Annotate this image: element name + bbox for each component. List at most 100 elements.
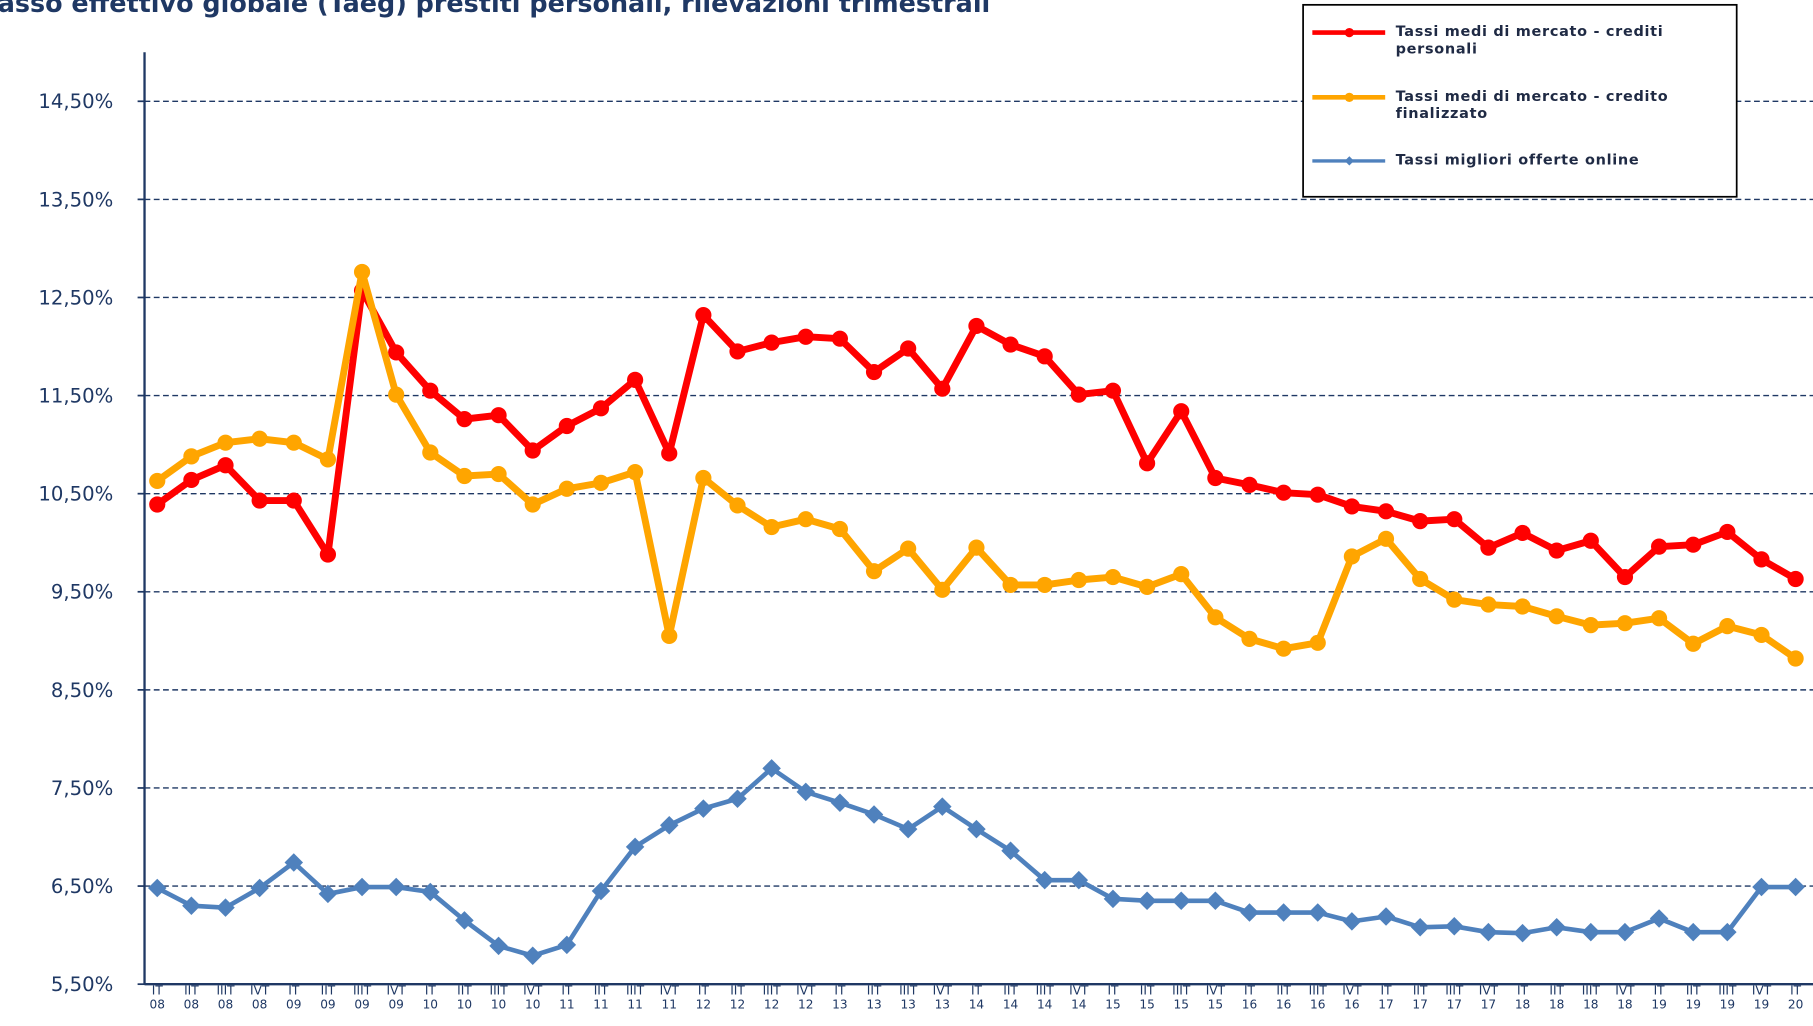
marker [1685, 536, 1702, 553]
x-tick-label: IT 20 [1788, 984, 1803, 1012]
marker [661, 445, 678, 462]
marker [934, 581, 951, 598]
marker [1207, 469, 1224, 487]
marker [1274, 903, 1293, 922]
x-tick-label: IIT 17 [1412, 984, 1428, 1012]
marker [728, 789, 747, 809]
x-tick-label: IIT 13 [866, 984, 882, 1012]
x-tick-label: IIIT 18 [1582, 984, 1601, 1012]
marker [763, 334, 780, 351]
marker [1002, 576, 1019, 594]
marker [934, 380, 951, 397]
y-tick-label: 12,50% [38, 286, 113, 309]
marker [865, 363, 883, 381]
marker [1070, 386, 1087, 403]
x-tick-label: IIIT 10 [490, 984, 509, 1012]
y-tick-label: 14,50% [38, 90, 113, 113]
marker [1412, 513, 1429, 530]
x-tick-label: IT 18 [1515, 984, 1530, 1012]
x-tick-label: IVT 08 [250, 984, 270, 1012]
x-tick-label: IIT 10 [457, 984, 473, 1012]
x-tick-label: IIT 18 [1549, 984, 1565, 1012]
marker [1718, 922, 1737, 942]
x-tick-label: IT 10 [423, 984, 438, 1012]
marker [149, 472, 166, 490]
marker [830, 793, 850, 812]
marker [1036, 348, 1053, 365]
marker [1002, 336, 1019, 353]
marker [1547, 918, 1566, 937]
marker [285, 434, 302, 451]
x-tick-label: IIIT 17 [1445, 984, 1464, 1012]
marker [695, 469, 712, 487]
marker [251, 492, 268, 509]
x-tick-label: IIIT 08 [216, 984, 235, 1012]
marker [1275, 640, 1292, 657]
marker [1650, 538, 1668, 555]
y-tick-label: 6,50% [51, 875, 113, 898]
x-tick-label: IVT 13 [933, 984, 953, 1012]
marker [216, 898, 235, 917]
marker [388, 386, 405, 403]
marker [1171, 891, 1191, 911]
x-tick-label: IVT 09 [387, 984, 407, 1012]
marker [1138, 455, 1156, 472]
x-tick-label: IVT 10 [523, 984, 543, 1012]
y-tick-label: 13,50% [38, 188, 113, 211]
legend-label: Tassi medi di mercato - crediti personal… [1395, 22, 1664, 57]
marker [490, 465, 507, 483]
marker [1514, 598, 1531, 615]
marker [763, 518, 780, 536]
marker [1649, 909, 1669, 928]
x-tick-label: IVT 18 [1615, 984, 1635, 1012]
marker [456, 467, 473, 485]
marker [456, 411, 473, 428]
marker [352, 877, 372, 897]
marker [1173, 403, 1190, 420]
chart-title: asso effettivo globale (Taeg) prestiti p… [0, 0, 990, 18]
marker [319, 451, 337, 468]
marker [1479, 922, 1498, 942]
marker [1069, 870, 1089, 890]
marker [1514, 524, 1531, 542]
marker [1445, 917, 1464, 936]
marker [1343, 548, 1360, 565]
marker [1787, 650, 1804, 667]
marker [1001, 841, 1020, 861]
marker [557, 935, 577, 955]
marker [353, 263, 371, 281]
marker [900, 540, 917, 557]
marker [1548, 608, 1565, 625]
marker [217, 457, 234, 474]
marker [1241, 476, 1258, 493]
legend-item: Tassi migliori offerte online [1395, 150, 1640, 168]
marker [1513, 923, 1532, 943]
y-tick-label: 9,50% [51, 581, 113, 604]
marker [591, 881, 611, 901]
marker [422, 444, 439, 461]
x-tick-label: IT 14 [969, 984, 985, 1012]
marker [1582, 532, 1599, 549]
marker [627, 464, 644, 481]
marker [489, 936, 508, 956]
x-tick-label: IT 11 [559, 984, 574, 1012]
x-tick-label: IT 15 [1105, 984, 1120, 1012]
x-tick-label: IIIT 12 [763, 984, 782, 1012]
y-tick-label: 11,50% [38, 385, 113, 408]
marker [1446, 591, 1463, 608]
marker [968, 539, 985, 556]
marker [148, 878, 167, 898]
marker [1650, 610, 1668, 627]
marker [1412, 570, 1429, 588]
marker [1685, 635, 1702, 652]
marker [421, 882, 440, 902]
marker [967, 819, 986, 839]
legend-label: Tassi migliori offerte online [1395, 150, 1640, 168]
marker [1719, 618, 1736, 635]
x-tick-label: IIT 08 [184, 984, 200, 1012]
marker [1342, 912, 1362, 931]
marker [1377, 530, 1395, 547]
marker [1308, 903, 1328, 922]
marker [251, 430, 268, 447]
